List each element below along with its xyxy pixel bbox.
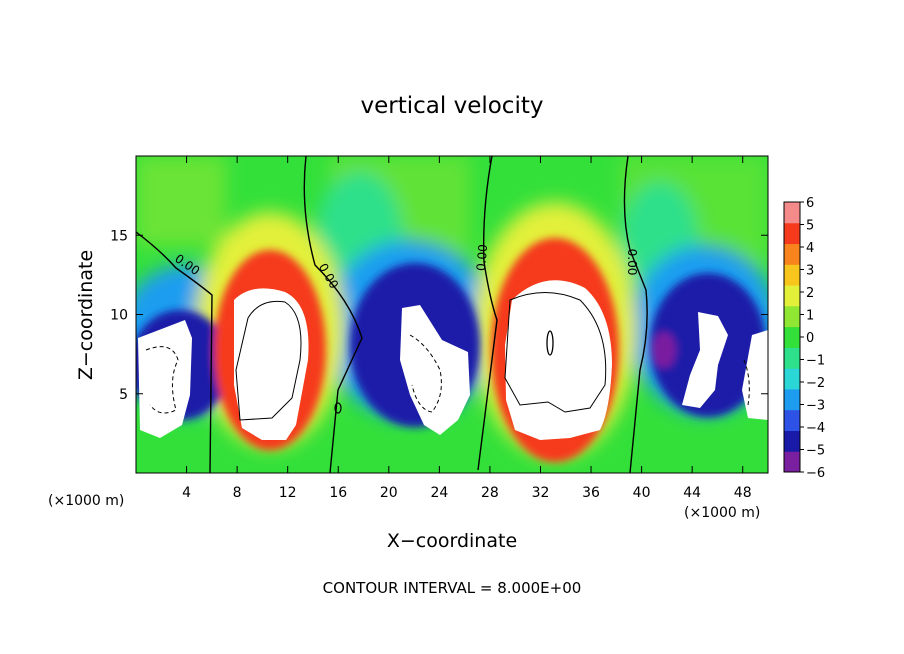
x-axis: 4 8 12 16 20 24 28 32 36 40 44 48 xyxy=(182,156,752,501)
y-axis: 5 10 15 xyxy=(110,228,768,403)
colorbar-tick-label: 4 xyxy=(806,241,814,256)
y-axis-label: Z−coordinate xyxy=(75,250,97,380)
colorbar-tick-label: −5 xyxy=(806,444,825,459)
colorbar-tick-label: −1 xyxy=(806,354,825,369)
chart-title: vertical velocity xyxy=(361,93,544,119)
colorbar-swatch xyxy=(784,264,800,286)
colorbar-tick-label: 3 xyxy=(806,264,814,279)
x-tick-label: 32 xyxy=(532,485,550,501)
colorbar-tick-label: −6 xyxy=(806,466,825,481)
x-unit-label-left: (×1000 m) xyxy=(48,493,124,509)
x-tick-label: 16 xyxy=(329,485,347,501)
colorbar-tick-label: −2 xyxy=(806,376,825,391)
x-unit-label-right: (×1000 m) xyxy=(684,505,760,521)
x-tick-label: 48 xyxy=(734,485,752,501)
colorbar-tick-label: −3 xyxy=(806,399,825,414)
x-tick-label: 24 xyxy=(430,485,448,501)
colorbar-swatch xyxy=(784,430,800,452)
x-tick-label: 20 xyxy=(380,485,398,501)
colorbar-swatch xyxy=(784,202,800,224)
colorbar-swatch xyxy=(784,285,800,307)
x-tick-label: 40 xyxy=(633,485,651,501)
x-axis-label: X−coordinate xyxy=(387,530,517,552)
colorbar-tick-label: 1 xyxy=(806,309,814,324)
x-tick-label: 12 xyxy=(279,485,297,501)
contour-interval-note: CONTOUR INTERVAL = 8.000E+00 xyxy=(323,579,582,597)
colorbar-swatch xyxy=(784,243,800,265)
x-tick-label: 4 xyxy=(182,485,191,501)
colorbar: 6 5 4 3 2 1 0 −1 −2 −3 −4 −5 −6 xyxy=(783,196,825,481)
white-cores xyxy=(138,280,768,440)
colorbar-tick-label: 0 xyxy=(806,331,814,346)
colorbar-tick-label: 6 xyxy=(806,196,814,211)
colorbar-swatch xyxy=(784,368,800,390)
y-tick-label: 5 xyxy=(119,387,128,403)
colorbar-swatch xyxy=(784,409,800,431)
colorbar-tick-label: −4 xyxy=(806,421,825,436)
colorbar-swatch xyxy=(784,388,800,411)
colorbar-swatch xyxy=(784,222,800,245)
colorbar-tick-label: 5 xyxy=(806,219,814,234)
colorbar-swatch xyxy=(784,326,800,348)
x-tick-label: 8 xyxy=(233,485,242,501)
x-tick-label: 28 xyxy=(481,485,499,501)
x-tick-label: 36 xyxy=(582,485,600,501)
colorbar-swatch xyxy=(784,347,800,369)
colorbar-swatch xyxy=(784,305,800,328)
y-tick-label: 15 xyxy=(110,228,128,244)
x-tick-label: 44 xyxy=(683,485,701,501)
y-tick-label: 10 xyxy=(110,308,128,324)
contour-lines xyxy=(136,156,750,473)
colorbar-swatch xyxy=(784,451,800,473)
contour-label: 0.00 xyxy=(625,249,639,276)
plot-area: 0.00 0.00 0.00 0.00 xyxy=(136,156,768,473)
contour-label: 0.00 xyxy=(474,244,490,272)
colorbar-tick-label: 2 xyxy=(806,286,814,301)
